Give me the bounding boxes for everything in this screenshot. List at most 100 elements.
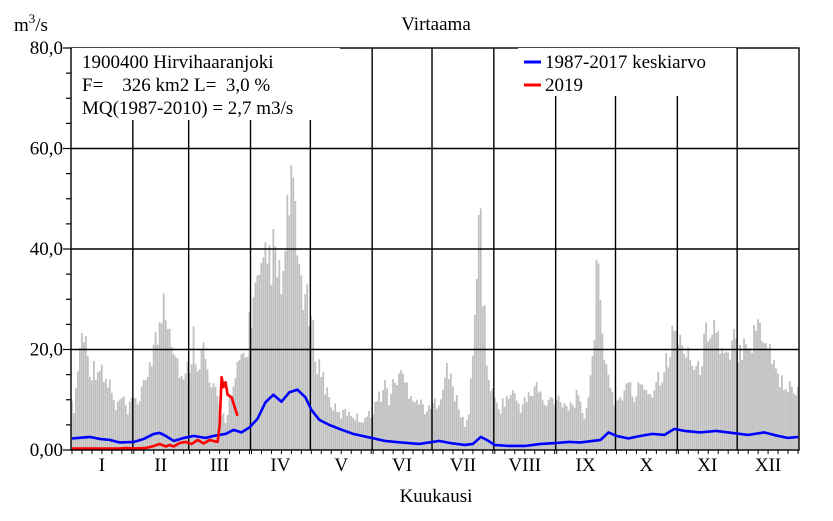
range-bar xyxy=(643,389,646,450)
range-bar xyxy=(280,294,283,450)
x-tick-label: V xyxy=(334,455,348,476)
y-tick-label: 20,0 xyxy=(30,340,63,361)
range-bar xyxy=(647,394,650,450)
range-bar xyxy=(667,367,670,450)
range-bar xyxy=(769,344,771,450)
range-bar xyxy=(677,345,680,450)
y-tick-label: 80,0 xyxy=(30,38,63,59)
range-bar xyxy=(260,262,263,450)
range-bar xyxy=(519,412,522,450)
range-bar xyxy=(473,314,476,450)
range-bar xyxy=(126,414,129,450)
range-bar xyxy=(521,404,524,450)
range-bar xyxy=(228,394,231,450)
range-bar xyxy=(455,395,458,450)
range-bar xyxy=(551,398,554,450)
range-bars xyxy=(71,165,799,451)
range-bar xyxy=(436,408,438,450)
range-bar xyxy=(118,399,121,450)
range-bar xyxy=(288,215,291,450)
range-bar xyxy=(651,397,654,450)
range-bar xyxy=(437,405,440,450)
range-bar xyxy=(583,418,586,450)
x-tick-label: II xyxy=(154,455,167,476)
series-line-2019 xyxy=(71,375,239,450)
range-bar xyxy=(304,293,307,450)
x-tick-label: III xyxy=(210,455,229,476)
range-bar xyxy=(92,360,95,450)
range-bar xyxy=(713,320,716,450)
range-bar xyxy=(703,333,706,450)
range-bar xyxy=(553,404,556,450)
range-bar xyxy=(398,373,400,450)
range-bar xyxy=(210,387,213,450)
range-bar xyxy=(284,251,287,450)
range-bar xyxy=(463,426,466,450)
range-bar xyxy=(535,381,538,450)
range-bar xyxy=(759,322,761,450)
range-bar xyxy=(609,387,612,450)
range-bar xyxy=(579,401,582,450)
range-bar xyxy=(140,386,143,450)
range-bar xyxy=(426,411,428,450)
range-bar xyxy=(128,401,131,450)
range-bar xyxy=(589,375,592,450)
range-bar xyxy=(683,354,686,450)
range-bar xyxy=(110,392,113,450)
range-bar xyxy=(420,399,422,450)
range-bar xyxy=(84,335,87,450)
range-bar xyxy=(557,395,560,450)
range-bar xyxy=(178,377,181,450)
range-bar xyxy=(164,320,167,450)
range-bar xyxy=(741,359,743,450)
range-bar xyxy=(761,341,763,450)
range-bar xyxy=(146,377,149,450)
x-tick-label: VII xyxy=(450,455,476,476)
range-bar xyxy=(320,377,323,450)
info-box-background xyxy=(72,48,340,120)
range-bar xyxy=(441,389,444,450)
range-bar xyxy=(122,396,125,450)
range-bar xyxy=(735,338,737,450)
range-bar xyxy=(98,370,101,450)
range-bar xyxy=(747,348,749,450)
range-bar xyxy=(751,352,753,450)
range-bar xyxy=(523,397,526,450)
range-bar xyxy=(763,343,765,450)
range-bar xyxy=(74,388,77,450)
range-bar xyxy=(577,395,580,450)
range-bar xyxy=(80,333,83,450)
range-bar xyxy=(262,257,265,450)
range-bar xyxy=(489,391,492,450)
range-bar xyxy=(675,330,678,450)
range-bar xyxy=(202,342,205,450)
range-bar xyxy=(300,275,303,450)
range-bar xyxy=(236,361,239,450)
range-bar xyxy=(783,390,785,450)
range-bar xyxy=(757,319,759,450)
mean-flow-info: MQ(1987-2010) = 2,7 m3/s xyxy=(82,98,293,119)
x-tick-label: XII xyxy=(755,455,781,476)
range-bar xyxy=(266,263,269,450)
range-bar xyxy=(366,416,368,450)
range-bar xyxy=(585,407,588,450)
range-bar xyxy=(326,387,329,450)
range-bar xyxy=(292,177,295,450)
range-bar xyxy=(316,373,319,450)
range-bar xyxy=(601,333,604,450)
range-bar xyxy=(787,391,789,450)
range-bar xyxy=(434,398,436,450)
x-tick-label: XI xyxy=(697,455,717,476)
range-bar xyxy=(661,382,664,450)
range-bar xyxy=(539,391,542,450)
range-bar xyxy=(633,401,636,450)
range-bar xyxy=(254,282,257,450)
range-bar xyxy=(378,391,380,450)
range-bar xyxy=(298,263,301,450)
range-bar xyxy=(370,417,372,450)
range-bar xyxy=(282,270,285,450)
range-bar xyxy=(272,228,275,450)
range-bar xyxy=(563,403,566,450)
range-bar xyxy=(659,385,662,450)
